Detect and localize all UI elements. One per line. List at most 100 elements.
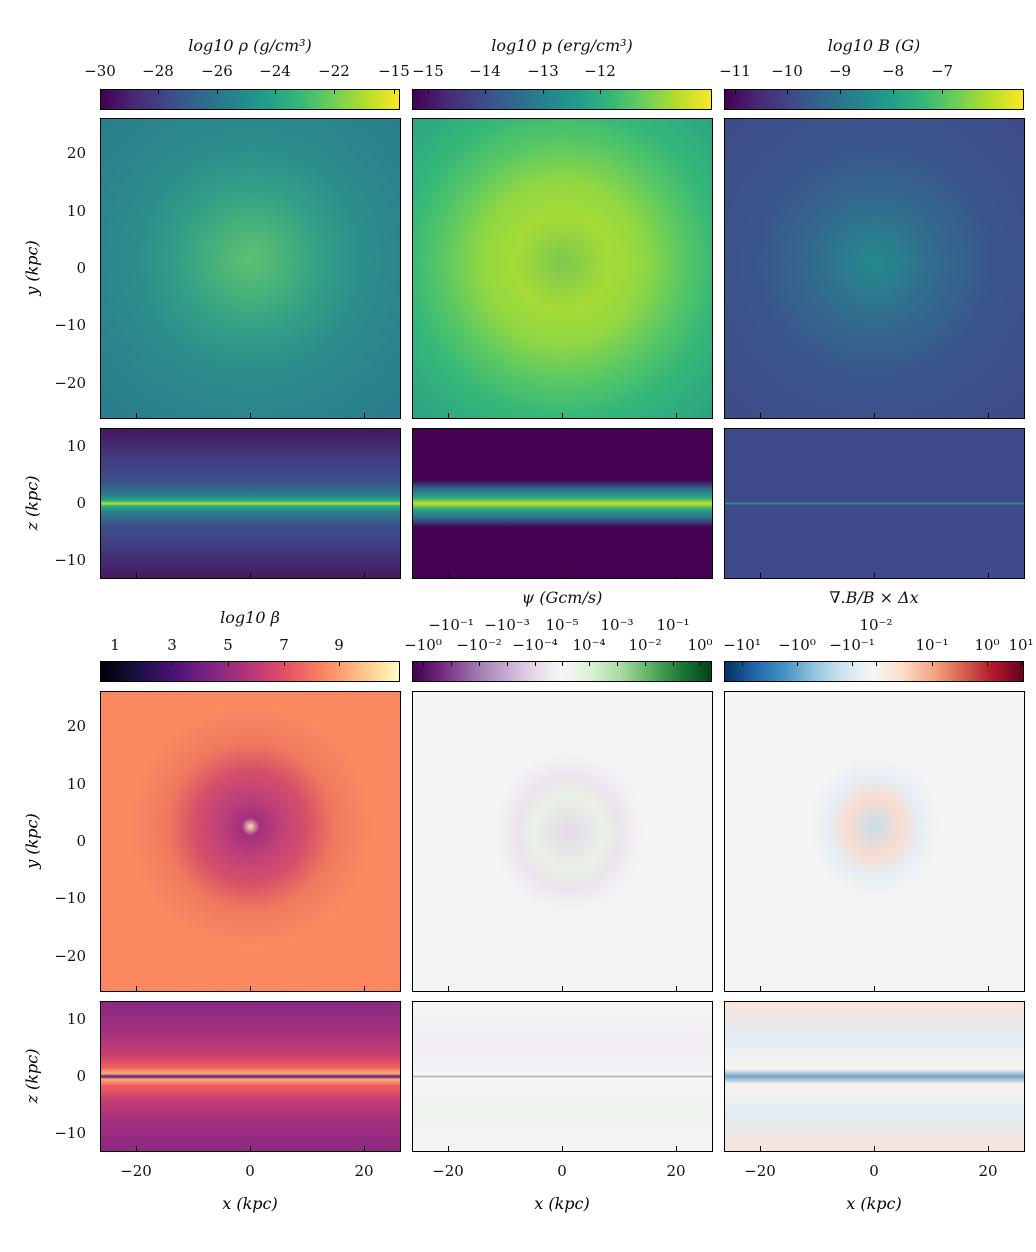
colorbar-tick-mark (172, 661, 173, 666)
colorbar-density (100, 89, 400, 110)
colorbar-tick-label: −11 (719, 62, 751, 80)
colorbar-tick-label: 10⁰ (974, 636, 1000, 654)
x-tick-mark (136, 573, 137, 578)
colorbar-label-magnetic_field: log10 B (G) (827, 36, 921, 55)
x-tick-label: −20 (120, 1162, 152, 1180)
colorbar-tick-label: −26 (201, 62, 233, 80)
colorbar-tick-label: 10⁻¹ (656, 616, 690, 634)
colorbar-tick-label: 10⁻² (859, 616, 893, 634)
x-tick-mark (760, 573, 761, 578)
colorbar-tick-label: −10⁻³ (484, 616, 530, 634)
colorbar-tick-mark (507, 661, 508, 666)
x-axis-label: x (kpc) (846, 1194, 902, 1213)
x-tick-label: 0 (557, 1162, 567, 1180)
x-tick-label: 20 (354, 1162, 374, 1180)
colorbar-tick-mark (284, 661, 285, 666)
xy-slice-density (100, 118, 401, 419)
z-tick-label: 10 (66, 1009, 86, 1028)
colorbar-label-divB_error: ∇.B/B × Δx (829, 588, 919, 607)
colorbar-tick-label: 10⁻⁵ (545, 616, 579, 634)
colorbar-tick-mark (700, 661, 701, 666)
colorbar-tick-label: −10⁰ (404, 636, 442, 654)
colorbar-tick-mark (673, 661, 674, 666)
x-tick-label: 0 (245, 1162, 255, 1180)
colorbar-divB_error (724, 661, 1024, 682)
x-tick-label: 0 (869, 1162, 879, 1180)
colorbar-tick-label: −10⁻¹ (829, 636, 875, 654)
y-tick-label: 0 (76, 832, 86, 850)
xy-slice-plasma_beta (100, 691, 401, 992)
colorbar-tick-label: 10⁻³ (600, 616, 634, 634)
x-tick-mark (448, 573, 449, 578)
y-tick-label: 10 (66, 201, 86, 220)
colorbar-tick-label: −30 (84, 62, 116, 80)
colorbar-tick-label: 3 (167, 636, 177, 654)
colorbar-tick-label: −10⁰ (778, 636, 816, 654)
colorbar-tick-mark (840, 89, 841, 94)
colorbar-label-plasma_beta: log10 β (220, 608, 280, 627)
xz-slice-magnetic_field (724, 428, 1025, 579)
x-tick-mark (676, 986, 677, 991)
x-tick-mark (874, 413, 875, 418)
colorbar-tick-label: −15 (412, 62, 444, 80)
x-tick-mark (874, 1146, 875, 1151)
colorbar-tick-mark (987, 661, 988, 666)
colorbar-tick-mark (423, 661, 424, 666)
x-tick-mark (874, 573, 875, 578)
colorbar-label-psi: ψ (Gcm/s) (521, 588, 603, 607)
colorbar-tick-mark (479, 661, 480, 666)
x-tick-mark (760, 413, 761, 418)
colorbar-tick-mark (589, 661, 590, 666)
colorbar-magnetic_field (724, 89, 1024, 110)
y-tick-label: 10 (66, 774, 86, 793)
colorbar-tick-mark (787, 89, 788, 94)
colorbar-tick-mark (535, 661, 536, 666)
colorbar-tick-label: −10 (771, 62, 803, 80)
x-tick-mark (364, 413, 365, 418)
x-tick-mark (676, 413, 677, 418)
xy-slice-psi (412, 691, 713, 992)
colorbar-tick-mark (797, 661, 798, 666)
y-axis-label: y (kpc) (22, 813, 42, 869)
x-tick-mark (676, 1146, 677, 1151)
colorbar-tick-mark (852, 661, 853, 666)
x-tick-mark (760, 986, 761, 991)
xy-slice-divB_error (724, 691, 1025, 992)
x-tick-label: −20 (432, 1162, 464, 1180)
x-tick-mark (988, 413, 989, 418)
x-axis-label: x (kpc) (534, 1194, 590, 1213)
colorbar-tick-label: −22 (318, 62, 350, 80)
y-axis-label: y (kpc) (22, 240, 42, 296)
colorbar-tick-label: −10⁻¹ (428, 616, 474, 634)
x-tick-mark (250, 986, 251, 991)
xz-slice-plasma_beta (100, 1001, 401, 1152)
colorbar-tick-mark (339, 661, 340, 666)
x-tick-label: 20 (666, 1162, 686, 1180)
colorbar-tick-label: 5 (223, 636, 233, 654)
colorbar-tick-label: 10⁻⁴ (572, 636, 606, 654)
z-tick-label: 10 (66, 436, 86, 455)
colorbar-tick-mark (217, 89, 218, 94)
x-tick-mark (448, 413, 449, 418)
colorbar-tick-mark (893, 89, 894, 94)
colorbar-tick-label: −15 (378, 62, 410, 80)
colorbar-tick-mark (275, 89, 276, 94)
colorbar-tick-mark (735, 89, 736, 94)
x-tick-mark (562, 413, 563, 418)
colorbar-tick-label: −10⁻⁴ (512, 636, 558, 654)
x-axis-label: x (kpc) (222, 1194, 278, 1213)
x-tick-label: 20 (978, 1162, 998, 1180)
xz-slice-psi (412, 1001, 713, 1152)
y-tick-label: 0 (76, 259, 86, 277)
colorbar-tick-label: 1 (110, 636, 120, 654)
colorbar-tick-label: −10¹ (723, 636, 761, 654)
colorbar-label-density: log10 ρ (g/cm³) (188, 36, 312, 55)
colorbar-tick-mark (645, 661, 646, 666)
y-tick-label: 20 (66, 717, 86, 736)
colorbar-tick-label: 10¹ (1008, 636, 1034, 654)
colorbar-label-pressure: log10 p (erg/cm³) (491, 36, 633, 55)
colorbar-tick-mark (543, 89, 544, 94)
x-tick-mark (250, 1146, 251, 1151)
colorbar-tick-label: −12 (584, 62, 616, 80)
